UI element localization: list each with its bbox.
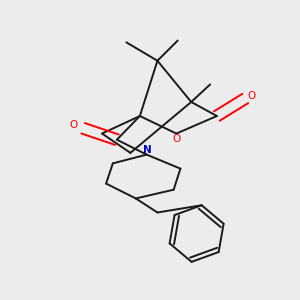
Text: O: O bbox=[248, 91, 256, 101]
Text: O: O bbox=[69, 119, 77, 130]
Text: O: O bbox=[172, 134, 181, 144]
Text: N: N bbox=[143, 145, 152, 155]
